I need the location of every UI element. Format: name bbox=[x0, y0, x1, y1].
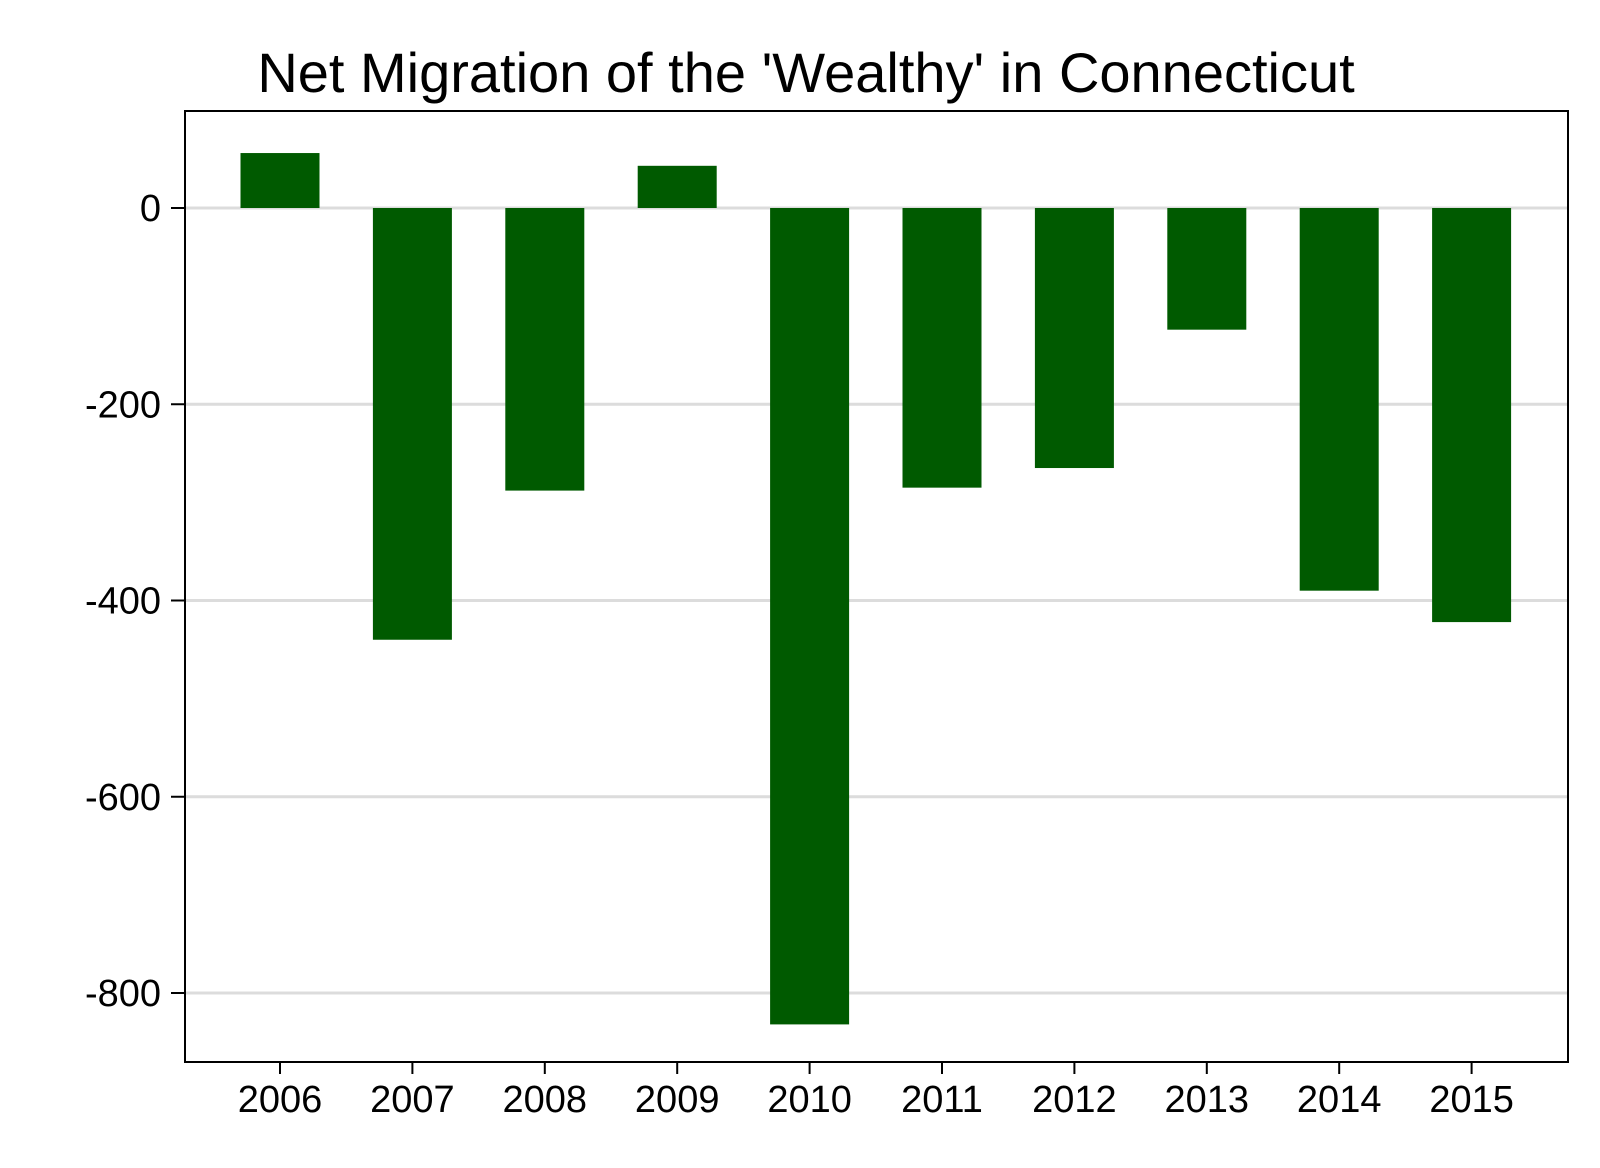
bar-2012 bbox=[1034, 208, 1114, 469]
x-tick-label: 2009 bbox=[635, 1079, 720, 1121]
bar-2014 bbox=[1299, 208, 1379, 591]
x-tick-label: 2010 bbox=[767, 1079, 852, 1121]
bar-2006 bbox=[240, 153, 320, 208]
x-axis-ticks: 2006 2007 2008 2009 2010 2011 2012 2013 2014 2015 bbox=[238, 1062, 1514, 1121]
bar-2008 bbox=[505, 208, 585, 491]
y-axis-ticks: 0 -200 -400 -600 -800 bbox=[85, 188, 185, 1015]
y-tick-label: 0 bbox=[140, 188, 161, 230]
bar-2010 bbox=[770, 208, 850, 1025]
chart-title: Net Migration of the 'Wealthy' in Connec… bbox=[257, 41, 1355, 104]
bars bbox=[240, 153, 1512, 1025]
bar-2011 bbox=[902, 208, 982, 488]
x-tick-label: 2008 bbox=[503, 1079, 588, 1121]
x-tick-label: 2015 bbox=[1429, 1079, 1514, 1121]
y-tick-label: -200 bbox=[85, 384, 161, 426]
plot-frame bbox=[184, 110, 1569, 1063]
x-tick-label: 2012 bbox=[1032, 1079, 1117, 1121]
x-tick-label: 2014 bbox=[1297, 1079, 1382, 1121]
x-tick-label: 2006 bbox=[238, 1079, 323, 1121]
y-tick-label: -800 bbox=[85, 973, 161, 1015]
bar-2007 bbox=[372, 208, 452, 640]
y-tick-label: -400 bbox=[85, 581, 161, 623]
bar-2009 bbox=[637, 165, 717, 208]
y-tick-label: -600 bbox=[85, 777, 161, 819]
x-tick-label: 2007 bbox=[370, 1079, 455, 1121]
bar-2015 bbox=[1432, 208, 1512, 623]
x-tick-label: 2013 bbox=[1165, 1079, 1250, 1121]
bar-2013 bbox=[1167, 208, 1247, 330]
x-tick-label: 2011 bbox=[901, 1079, 983, 1121]
